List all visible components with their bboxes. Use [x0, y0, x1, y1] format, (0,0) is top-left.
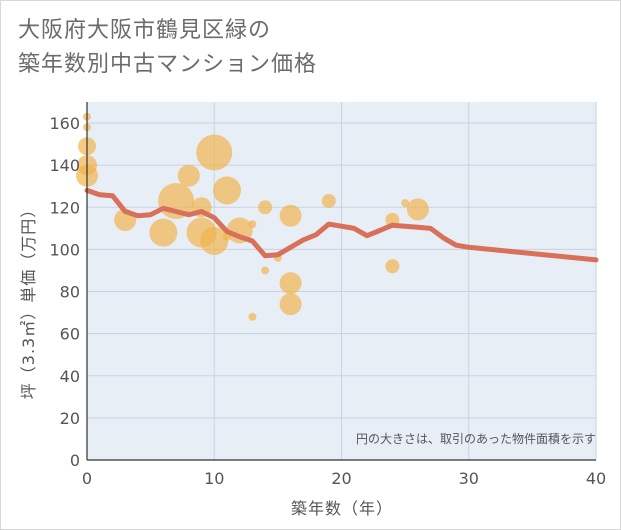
data-bubble — [279, 204, 302, 227]
chart-title-line1: 大阪府大阪市鶴見区緑の — [18, 18, 272, 43]
data-bubble — [321, 193, 336, 208]
y-tick-label: 20 — [60, 409, 80, 428]
chart-title-line2: 築年数別中古マンション価格 — [18, 52, 318, 77]
data-bubble — [149, 218, 178, 247]
data-bubble — [401, 199, 410, 208]
average-line — [84, 187, 599, 263]
data-bubble — [196, 134, 233, 171]
y-tick-label: 80 — [60, 283, 80, 302]
data-bubble — [212, 176, 241, 205]
size-note: 円の大きさは、取引のあった物件面積を示す — [356, 431, 596, 446]
axes: 0 20 40 60 80 100 120 140 160 0 10 20 30 40 — [49, 102, 606, 488]
x-tick-label: 30 — [459, 469, 479, 488]
x-tick-label: 40 — [586, 469, 606, 488]
y-tick-label: 120 — [49, 198, 80, 217]
y-tick-label: 100 — [49, 240, 80, 259]
average-price-line — [84, 187, 599, 263]
data-bubble — [279, 293, 302, 316]
data-bubble — [200, 226, 229, 255]
data-bubble — [248, 312, 257, 321]
y-axis-label: 坪（3.3㎡）単価（万円） — [19, 201, 38, 399]
y-tick-label: 140 — [49, 156, 80, 175]
x-tick-label: 10 — [204, 469, 224, 488]
x-tick-label: 0 — [82, 469, 92, 488]
chart-title: 大阪府大阪市鶴見区緑の 築年数別中古マンション価格 — [18, 14, 578, 82]
data-bubble — [258, 200, 273, 215]
data-bubble — [406, 198, 429, 221]
x-tick-label: 20 — [331, 469, 351, 488]
y-tick-label: 160 — [49, 114, 80, 133]
y-tick-label: 0 — [70, 451, 80, 470]
y-tick-label: 40 — [60, 367, 80, 386]
data-bubble — [177, 164, 200, 187]
data-bubble — [248, 220, 257, 229]
x-axis-label: 築年数（年） — [291, 499, 393, 518]
data-bubble — [279, 272, 302, 295]
data-bubble — [385, 259, 400, 274]
y-tick-label: 60 — [60, 325, 80, 344]
data-bubble — [261, 266, 270, 275]
